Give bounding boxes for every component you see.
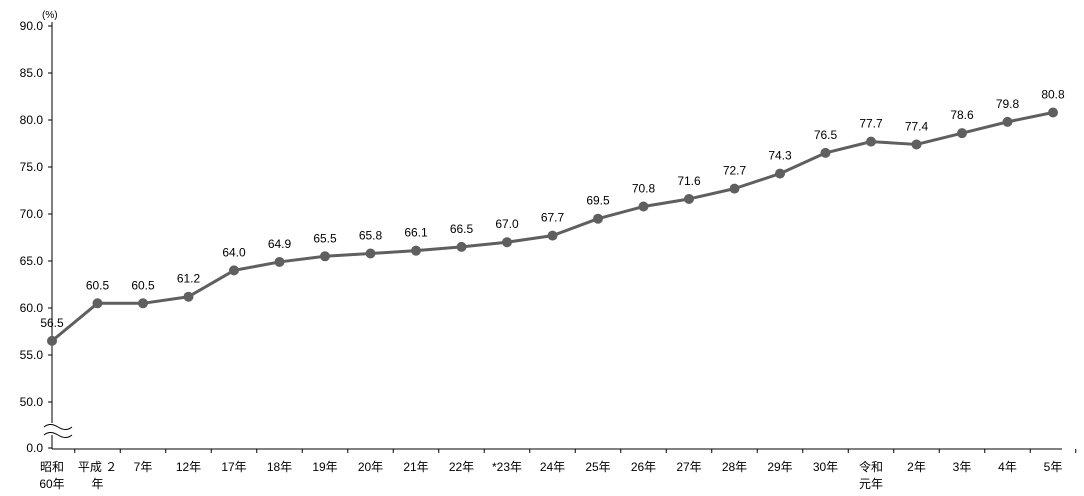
data-label: 78.6 — [950, 108, 974, 122]
data-point — [1002, 116, 1013, 127]
data-point — [1048, 107, 1058, 118]
data-label: 72.7 — [723, 164, 747, 178]
y-tick-label: 80.0 — [20, 113, 44, 127]
x-tick-label: 5年 — [1044, 460, 1063, 474]
data-point — [456, 241, 467, 252]
x-tick-label: 60年 — [39, 477, 64, 491]
data-point — [547, 230, 558, 241]
y-tick-label: 60.0 — [20, 301, 44, 315]
x-tick-label: 12年 — [176, 460, 201, 474]
data-label: 71.6 — [677, 174, 701, 188]
data-label: 66.1 — [404, 226, 428, 240]
x-tick-label: 28年 — [722, 460, 747, 474]
data-point — [320, 251, 330, 262]
x-tick-label: 平成 ２ — [78, 460, 117, 474]
series-line — [51, 111, 1054, 343]
data-label: 56.5 — [40, 316, 64, 330]
y-tick-label: 75.0 — [20, 160, 44, 174]
x-tick-label: 25年 — [585, 460, 610, 474]
series-polyline — [51, 111, 1054, 343]
data-point — [957, 128, 967, 139]
x-tick-label: 20年 — [358, 460, 383, 474]
y-tick-label: 90.0 — [20, 19, 44, 33]
data-label: 60.5 — [131, 278, 155, 292]
data-point — [911, 139, 922, 150]
data-point — [502, 237, 512, 248]
x-tick-label: 24年 — [540, 460, 565, 474]
data-point — [638, 201, 649, 212]
data-label: 64.0 — [222, 245, 246, 259]
x-tick-label: 27年 — [676, 460, 701, 474]
data-label: 65.5 — [313, 231, 337, 245]
data-labels: 56.5 60.5 60.5 61.2 64.0 64.9 65.5 65.8 66.1 66.5… — [40, 87, 1065, 329]
data-point — [274, 256, 285, 267]
data-label: 77.4 — [905, 119, 929, 133]
data-label: 74.3 — [768, 149, 792, 163]
data-label: 79.8 — [996, 97, 1020, 111]
y-axis-unit: (%) — [42, 10, 58, 21]
data-points — [47, 107, 1058, 346]
data-point — [866, 136, 876, 147]
data-point — [365, 248, 376, 259]
x-tick-label: 昭和 — [40, 460, 64, 474]
y-tick-label: 55.0 — [20, 348, 44, 362]
data-point — [820, 147, 831, 158]
x-tick-label: 3年 — [953, 460, 972, 474]
data-label: 77.7 — [859, 117, 883, 131]
data-point — [47, 335, 57, 346]
data-label: 70.8 — [632, 181, 656, 195]
data-label: 67.0 — [495, 217, 519, 231]
data-label: 76.5 — [814, 128, 838, 142]
data-point — [684, 193, 694, 204]
data-point — [775, 168, 785, 179]
data-label: 61.2 — [177, 272, 201, 286]
data-point — [229, 265, 239, 276]
x-tick-label: 26年 — [631, 460, 656, 474]
data-label: 67.7 — [541, 211, 565, 225]
data-point — [92, 298, 103, 309]
x-tick-label: 令和 — [859, 459, 883, 474]
y-tick-label: 0.0 — [26, 441, 43, 455]
data-point — [729, 183, 740, 194]
x-tick-label: 7年 — [134, 460, 153, 474]
y-tick-label: 50.0 — [20, 395, 44, 409]
x-tick-label: 30年 — [813, 460, 838, 474]
y-tick-label: 70.0 — [20, 207, 44, 221]
y-tick-label: 65.0 — [20, 254, 44, 268]
data-point — [183, 291, 194, 302]
data-label: 80.8 — [1041, 87, 1065, 101]
x-tick-label: 元年 — [859, 477, 883, 491]
data-label: 64.9 — [268, 237, 292, 251]
data-label: 66.5 — [450, 222, 474, 236]
x-tick-label: 4年 — [998, 460, 1017, 474]
data-point — [411, 245, 421, 256]
data-label: 60.5 — [86, 278, 110, 292]
x-tick-label: 2年 — [907, 460, 926, 474]
x-tick-label: 18年 — [267, 460, 292, 474]
y-tick-label: 85.0 — [20, 66, 44, 80]
data-label: 65.8 — [359, 228, 383, 242]
x-tick-label: 17年 — [221, 460, 246, 474]
x-tick-label: 19年 — [312, 460, 337, 474]
x-tick-label: 年 — [91, 477, 103, 491]
data-point — [138, 298, 148, 309]
y-axis-ticks: 0.0 50.0 55.0 60.0 65.0 70.0 75.0 80.0 85.0 90.0 — [20, 19, 52, 455]
x-tick-label: 21年 — [403, 460, 428, 474]
x-tick-label: 29年 — [767, 460, 792, 474]
x-tick-label: *23年 — [492, 460, 522, 474]
data-label: 69.5 — [586, 194, 610, 208]
data-point — [593, 213, 603, 224]
axis-break-mark — [43, 423, 74, 438]
x-tick-label: 22年 — [449, 460, 474, 474]
